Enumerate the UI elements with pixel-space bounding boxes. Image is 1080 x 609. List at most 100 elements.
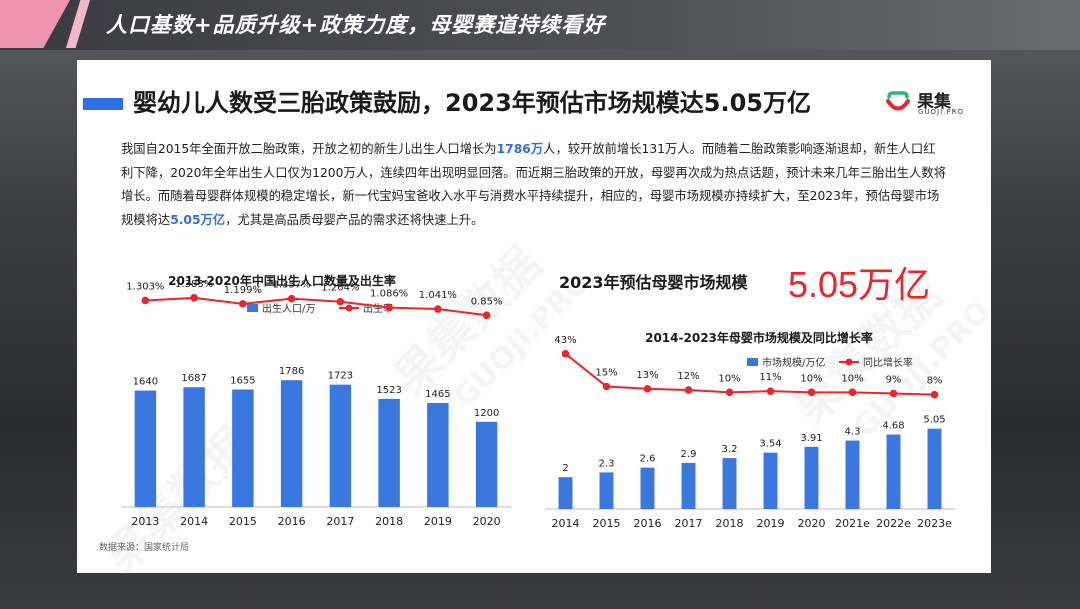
bar xyxy=(183,387,205,507)
chart-title: 2013-2020年中国出生人口数量及出生率 xyxy=(168,273,396,288)
line-point xyxy=(239,300,247,308)
x-tick-label: 2016 xyxy=(278,515,306,528)
line-point xyxy=(807,388,816,397)
bar xyxy=(804,446,819,509)
line-point xyxy=(725,388,734,397)
line-point xyxy=(602,382,611,391)
market-size-big-value: 5.05万亿 xyxy=(788,264,931,305)
market-size-heading: 2023年预估母婴市场规模 xyxy=(559,273,748,292)
bar-value-label: 5.05 xyxy=(923,415,945,426)
x-tick-label: 2019 xyxy=(424,515,452,528)
line-value-label: 12% xyxy=(677,371,699,382)
logo-text: 果集 xyxy=(917,92,951,112)
data-source: 数据来源：国家统计局 xyxy=(99,543,190,553)
logo-subtext: GUOJI.PRO xyxy=(918,108,965,116)
guoji-logo-icon xyxy=(886,91,910,111)
intro-paragraph: 我国自2015年全面开放二胎政策，开放之初的新生儿出生人口增长为1786万人，较… xyxy=(121,138,947,232)
bar xyxy=(329,384,352,507)
line-value-label: 1.041% xyxy=(419,290,457,301)
line-point xyxy=(385,303,393,312)
bar xyxy=(845,440,860,509)
line-series xyxy=(564,353,935,396)
line-value-label: 1.383% xyxy=(175,279,213,290)
bar-value-label: 1655 xyxy=(230,375,255,386)
x-tick-label: 2016 xyxy=(634,517,662,530)
line-value-label: 43% xyxy=(554,335,576,346)
paragraph-text: 我国自2015年全面开放二胎政策，开放之初的新生儿出生人口增长为 xyxy=(121,142,497,156)
line-point xyxy=(190,294,198,302)
line-value-label: 11% xyxy=(759,372,781,383)
card-title: 婴幼儿人数受三胎政策鼓励，2023年预估市场规模达5.05万亿 xyxy=(133,89,812,117)
line-point xyxy=(141,296,150,305)
line-value-label: 15% xyxy=(595,368,617,379)
x-tick-label: 2015 xyxy=(593,517,621,530)
slide-title: 人口基数+品质升级+政策力度，母婴赛道持续看好 xyxy=(106,13,606,37)
bar xyxy=(681,462,696,509)
bar-value-label: 1687 xyxy=(181,373,206,384)
line-value-label: 0.85% xyxy=(471,296,503,307)
bar xyxy=(599,472,614,509)
x-tick-label: 2013 xyxy=(131,515,159,528)
x-tick-label: 2020 xyxy=(473,515,501,528)
legend-marker xyxy=(345,304,353,312)
x-tick-label: 2023e xyxy=(917,517,952,530)
bar xyxy=(886,434,901,509)
bar-value-label: 1523 xyxy=(376,385,401,396)
line-point xyxy=(561,350,570,358)
legend-swatch-bar xyxy=(247,304,258,312)
bar xyxy=(280,380,303,507)
line-value-label: 1.303% xyxy=(126,281,164,292)
bar-value-label: 1723 xyxy=(328,371,353,382)
line-value-label: 10% xyxy=(718,373,740,384)
bar-value-label: 1465 xyxy=(425,389,450,400)
line-value-label: 9% xyxy=(886,375,902,386)
bar-value-label: 4.68 xyxy=(882,421,904,432)
title-accent-bar xyxy=(83,98,123,110)
bar-value-label: 1786 xyxy=(279,366,304,377)
line-value-label: 8% xyxy=(927,376,943,387)
line-value-label: 1.357% xyxy=(273,280,311,291)
paragraph-text: 人，较开放前增长131万人。而随着二胎政策影响逐渐退却，新生人口红利下降，202… xyxy=(121,142,946,227)
legend-label-bar: 市场规模/万亿 xyxy=(762,356,825,369)
legend-label-bar: 出生人口/万 xyxy=(262,302,315,315)
bar-value-label: 1200 xyxy=(474,408,499,419)
line-point xyxy=(336,297,345,306)
bar-value-label: 2 xyxy=(562,463,568,474)
x-tick-label: 2021e xyxy=(835,517,870,530)
bar xyxy=(134,390,157,507)
bar-value-label: 2.9 xyxy=(681,449,697,460)
title-bar xyxy=(0,0,1080,50)
x-tick-label: 2019 xyxy=(757,517,785,530)
line-point xyxy=(643,385,652,393)
paragraph-text: ，尤其是高品质母婴产品的需求还将快速上升。 xyxy=(225,212,484,227)
x-tick-label: 2018 xyxy=(375,515,403,528)
x-tick-label: 2014 xyxy=(552,517,580,530)
bar-value-label: 3.91 xyxy=(800,433,822,444)
bar xyxy=(427,402,449,507)
line-value-label: 10% xyxy=(841,373,863,384)
bar xyxy=(927,428,942,509)
bar xyxy=(558,477,573,509)
highlight-birth-count: 1786万 xyxy=(496,142,544,156)
chart-title: 2014-2023年母婴市场规模及同比增长率 xyxy=(645,330,873,345)
line-value-label: 13% xyxy=(636,370,658,381)
bar xyxy=(640,467,655,509)
x-tick-label: 2014 xyxy=(180,515,208,528)
bar-value-label: 3.2 xyxy=(722,444,738,455)
bar xyxy=(378,398,400,507)
line-point xyxy=(848,388,857,397)
legend-label-line: 同比增长率 xyxy=(863,356,913,369)
line-point xyxy=(930,390,939,399)
highlight-market-size: 5.05万亿 xyxy=(170,212,226,227)
legend-marker xyxy=(845,358,853,366)
line-point xyxy=(482,311,491,320)
bar-value-label: 1640 xyxy=(133,377,158,388)
x-tick-label: 2017 xyxy=(326,515,354,528)
line-point xyxy=(434,305,442,313)
line-point xyxy=(287,294,296,303)
x-tick-label: 2020 xyxy=(798,517,826,530)
bar xyxy=(763,452,778,509)
line-value-label: 1.264% xyxy=(321,283,359,294)
